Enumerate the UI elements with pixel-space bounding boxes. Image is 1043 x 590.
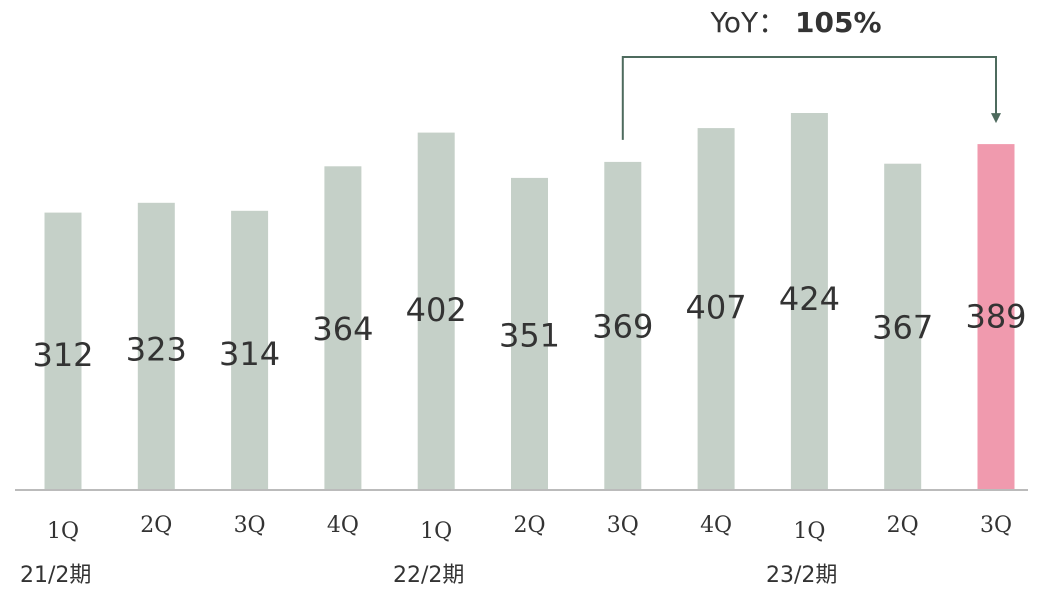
category-label-7: 3Q bbox=[607, 513, 639, 538]
bar-group bbox=[44, 113, 1015, 491]
data-label-1: 312 bbox=[32, 336, 93, 374]
category-label-3: 3Q bbox=[234, 513, 266, 538]
bar-6 bbox=[511, 177, 548, 490]
category-label-6: 2Q bbox=[513, 513, 545, 538]
category-label-10: 2Q bbox=[887, 513, 919, 538]
data-label-4: 364 bbox=[312, 310, 373, 348]
data-label-5: 402 bbox=[406, 291, 467, 329]
yoy-label: YoY： 105% bbox=[709, 6, 881, 39]
yoy-prefix: YoY： bbox=[709, 6, 786, 39]
data-label-10: 367 bbox=[872, 309, 933, 347]
bar-3 bbox=[231, 210, 269, 491]
category-label-2: 2Q bbox=[140, 513, 172, 538]
bar-10 bbox=[884, 163, 922, 490]
data-label-6: 351 bbox=[499, 317, 560, 355]
bar-4 bbox=[324, 166, 362, 491]
data-label-9: 424 bbox=[779, 280, 840, 318]
data-label-11: 389 bbox=[965, 298, 1026, 336]
category-label-11: 3Q bbox=[980, 513, 1012, 538]
bar-8 bbox=[697, 128, 735, 490]
bar-9 bbox=[790, 113, 828, 490]
data-label-7: 369 bbox=[592, 308, 653, 346]
category-label-5: 1Q bbox=[420, 519, 452, 544]
data-label-8: 407 bbox=[686, 289, 747, 327]
yoy-annotation: YoY： 105% bbox=[621, 6, 1001, 140]
yoy-connector-line bbox=[621, 56, 1001, 140]
bar-2 bbox=[137, 202, 175, 491]
bar-7 bbox=[604, 161, 642, 490]
quarter-label-group: 1Q 2Q 3Q 4Q 1Q 2Q 3Q 4Q 1Q 2Q 3Q bbox=[47, 513, 1012, 544]
bar-11 bbox=[977, 144, 1015, 490]
data-label-3: 314 bbox=[219, 335, 280, 373]
category-label-1: 1Q bbox=[47, 519, 79, 544]
yoy-value: 105% bbox=[795, 6, 882, 39]
category-label-4: 4Q bbox=[327, 513, 359, 538]
fiscal-year-label-1: 21/2期 bbox=[20, 563, 91, 588]
category-label-8: 4Q bbox=[700, 513, 732, 538]
data-label-2: 323 bbox=[126, 331, 187, 369]
fiscal-year-label-group: 21/2期 22/2期 23/2期 bbox=[20, 563, 837, 588]
value-label-group: 312 323 314 364 402 351 369 407 424 367 389 bbox=[32, 280, 1026, 374]
fiscal-year-label-3: 23/2期 bbox=[766, 563, 837, 588]
fiscal-year-label-2: 22/2期 bbox=[393, 563, 464, 588]
category-label-9: 1Q bbox=[793, 519, 825, 544]
bar-5 bbox=[417, 132, 455, 490]
bar-1 bbox=[44, 212, 82, 490]
